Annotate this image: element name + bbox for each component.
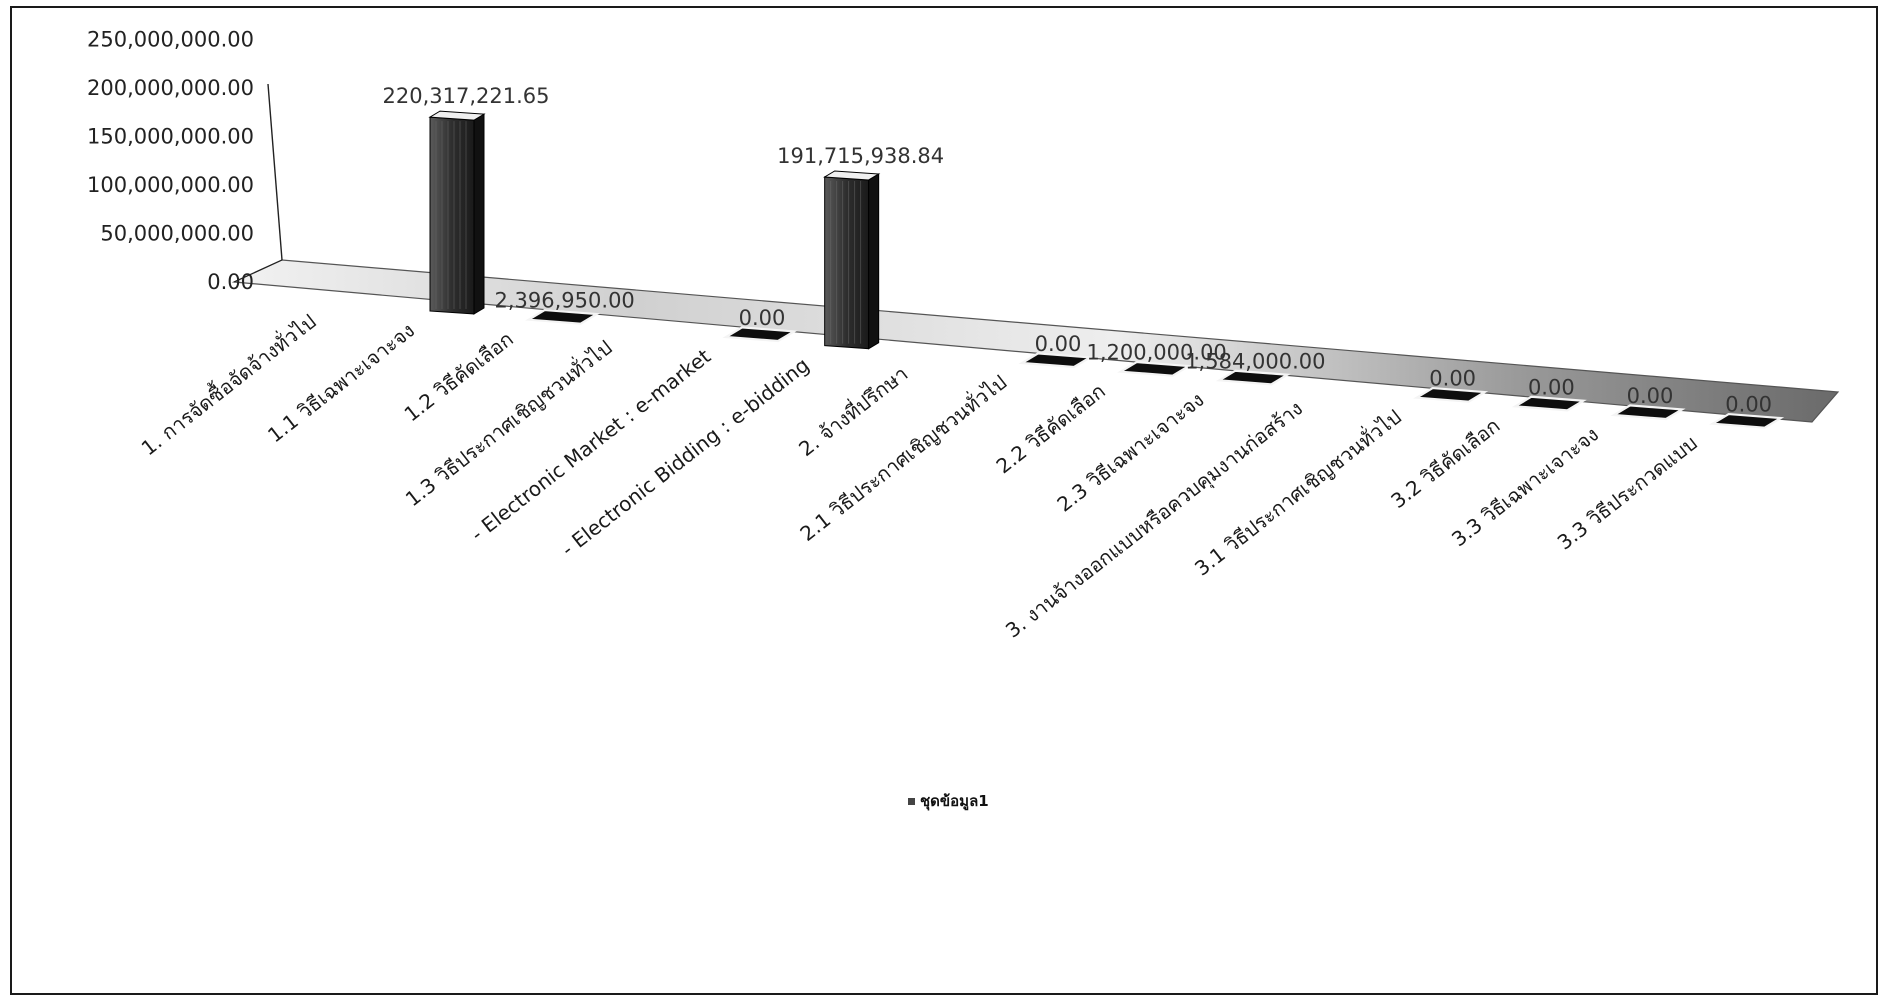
value-axis-line: [267, 83, 283, 261]
bar: [428, 110, 486, 315]
data-label: 0.00: [739, 306, 786, 330]
data-label: 0.00: [1528, 375, 1575, 399]
data-label: 2,396,950.00: [495, 289, 635, 313]
data-label: 0.00: [1725, 393, 1772, 417]
y-tick-label: 50,000,000.00: [100, 222, 254, 246]
y-tick-label: 150,000,000.00: [87, 125, 254, 149]
bar: [823, 170, 881, 350]
data-label: 0.00: [1035, 332, 1082, 356]
category-label: 2.2 วิธีคัดเลือก: [992, 379, 1110, 479]
bar: [722, 326, 798, 343]
y-tick-label: 0.00: [207, 270, 254, 294]
category-label: 2.1 วิธีประกาศเชิญชวนทั่วไป: [794, 368, 1011, 545]
bar: [1413, 386, 1489, 403]
y-tick-label: 200,000,000.00: [87, 76, 254, 100]
chart-frame: 0.00 50,000,000.00 100,000,000.00 150,000,0…: [10, 6, 1878, 995]
bar: [525, 308, 601, 325]
y-tick-label: 250,000,000.00: [87, 28, 254, 52]
category-label: 3.1 วิธีประกาศเชิญชวนทั่วไป: [1189, 403, 1406, 580]
data-label: 1,584,000.00: [1185, 349, 1325, 373]
value-axis: 0.00 50,000,000.00 100,000,000.00 150,000,0…: [87, 28, 283, 294]
bars: [428, 110, 1785, 429]
bar: [1511, 395, 1587, 412]
bar: [1215, 369, 1291, 386]
category-label: 1. การจัดซื้อจัดจ้างทั่วไป: [135, 308, 320, 460]
category-label: 2. จ้างที่ปรึกษา: [793, 360, 912, 461]
category-label: 3.2 วิธีคัดเลือก: [1386, 413, 1504, 513]
bar: [1610, 404, 1686, 421]
bar: [1117, 360, 1193, 377]
category-label: 1.2 วิธีคัดเลือก: [400, 327, 518, 427]
data-label: 0.00: [1627, 384, 1674, 408]
bar: [1018, 352, 1094, 369]
legend-label: ชุดข้อมูล1: [920, 792, 989, 811]
legend-swatch: [908, 798, 915, 805]
y-tick-label: 100,000,000.00: [87, 173, 254, 197]
bar: [1709, 412, 1785, 429]
data-label: 191,715,938.84: [777, 144, 944, 168]
data-labels: 220,317,221.65 2,396,950.00 0.00 191,715,93…: [383, 84, 1773, 417]
axis-corner-line: [233, 259, 283, 283]
data-label: 0.00: [1429, 367, 1476, 391]
data-label: 220,317,221.65: [383, 84, 550, 108]
legend: ชุดข้อมูล1: [908, 792, 989, 811]
data-label: 1,200,000.00: [1087, 341, 1227, 365]
chart: 0.00 50,000,000.00 100,000,000.00 150,000,0…: [87, 28, 1840, 811]
category-label: 1.3 วิธีประกาศเชิญชวนทั่วไป: [400, 334, 617, 511]
